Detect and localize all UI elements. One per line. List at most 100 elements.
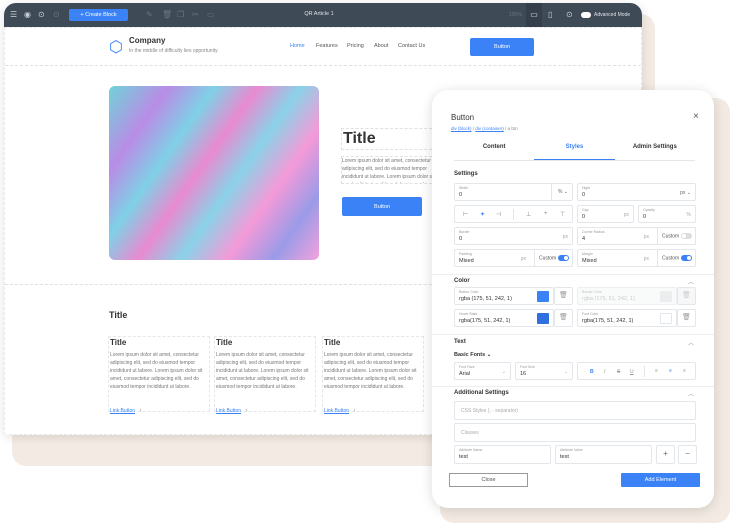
border-color-field[interactable]: Border Color rgba (175, 51, 242, 1) xyxy=(577,287,677,305)
desktop-view-icon[interactable]: ▭ xyxy=(526,3,542,27)
corner-radius-field[interactable]: Corner Radius 4 px Custom xyxy=(577,227,696,245)
font-color-swatch[interactable] xyxy=(660,313,672,324)
font-size-select[interactable]: Font Size 16 ⌄ xyxy=(515,362,573,380)
strikethrough-icon[interactable]: S xyxy=(617,369,621,375)
align-center-icon[interactable]: ✦ xyxy=(480,212,486,218)
redo-icon[interactable]: ⊙ xyxy=(53,10,60,19)
card: Title Lorem ipsum dolor sit amet, consec… xyxy=(322,336,424,414)
paste-icon[interactable]: ▭ xyxy=(207,10,215,19)
trash-icon[interactable]: 🗑 xyxy=(554,287,573,305)
border-value: 0 xyxy=(459,236,463,242)
padding-unit: px xyxy=(520,256,526,262)
close-icon[interactable]: × xyxy=(693,111,699,122)
trash-icon[interactable]: 🗑 xyxy=(554,309,573,327)
width-field[interactable]: Width 0 % ⌄ xyxy=(454,183,573,201)
card-link[interactable]: Link Button xyxy=(324,408,350,414)
font-color-field[interactable]: Font Color rgba(175, 51, 242, 1) xyxy=(577,309,677,327)
margin-field[interactable]: Margin Mixed px Custom xyxy=(577,249,696,267)
nav-features[interactable]: Features xyxy=(316,43,338,49)
edit-icon[interactable]: ✎ xyxy=(146,10,153,19)
radius-value: 4 xyxy=(582,236,586,242)
panel-title: Button xyxy=(451,113,475,122)
width-unit-select[interactable]: % ⌄ xyxy=(550,184,568,200)
add-attribute-button[interactable]: + xyxy=(656,445,675,464)
align-right-icon[interactable]: ⊣ xyxy=(496,212,502,218)
nav-home[interactable]: Home xyxy=(290,43,305,49)
trash-icon[interactable]: 🗑 xyxy=(162,10,173,19)
remove-attribute-button[interactable]: − xyxy=(678,445,697,464)
mobile-view-icon[interactable]: ▯ xyxy=(548,10,553,19)
text-align-left-icon[interactable]: ≡ xyxy=(655,368,658,374)
breadcrumb-block[interactable]: div (block) xyxy=(451,126,472,131)
tab-styles[interactable]: Styles xyxy=(534,144,615,160)
basic-fonts-dropdown[interactable]: Basic Fonts ⌄ xyxy=(454,352,492,358)
toolbar: ☰ ◉ ⊙ ⊙ + Create Block ✎ 🗑 ❐ ✂ ▭ QR Arti… xyxy=(4,3,642,27)
divider xyxy=(5,65,641,66)
copy-icon[interactable]: ❐ xyxy=(177,10,185,19)
font-face-select[interactable]: Font Face Arial ⌄ xyxy=(454,362,511,380)
chevron-up-icon[interactable]: ︿ xyxy=(687,341,694,347)
align-top-icon[interactable]: ⊤ xyxy=(560,212,566,218)
nav-contact[interactable]: Contact Us xyxy=(398,43,426,49)
hero-title: Title xyxy=(343,130,376,147)
menu-icon[interactable]: ☰ xyxy=(10,10,18,19)
padding-field[interactable]: Padding Mixed px Custom xyxy=(454,249,573,267)
hover-swatch[interactable] xyxy=(537,313,549,324)
border-color-swatch[interactable] xyxy=(660,291,672,302)
card-link[interactable]: Link Button xyxy=(216,408,242,414)
margin-custom-label: Custom xyxy=(662,255,680,262)
header-button[interactable]: Button xyxy=(470,38,534,56)
underline-icon[interactable]: U xyxy=(630,369,634,375)
chevron-right-icon: › xyxy=(245,408,248,414)
height-unit-select[interactable]: px ⌄ xyxy=(680,190,691,196)
attribute-name-label: Attribute Name xyxy=(459,448,483,452)
italic-icon[interactable]: I xyxy=(604,369,606,375)
align-middle-icon[interactable]: + xyxy=(544,211,548,217)
trash-icon[interactable]: 🗑 xyxy=(677,309,696,327)
undo-icon[interactable]: ⊙ xyxy=(38,10,45,19)
gap-field[interactable]: Gap 0 px xyxy=(577,205,634,223)
bold-icon[interactable]: B xyxy=(590,369,594,375)
button-color-swatch[interactable] xyxy=(537,291,549,302)
padding-custom-toggle[interactable] xyxy=(557,255,569,261)
card-link[interactable]: Link Button xyxy=(110,408,136,414)
chevron-up-icon[interactable]: ︿ xyxy=(687,280,694,286)
opacity-field[interactable]: Opacity 0% xyxy=(638,205,696,223)
create-block-button[interactable]: + Create Block xyxy=(69,9,128,21)
nav-about[interactable]: About xyxy=(374,43,389,49)
tab-bar: Content Styles Admin Settings xyxy=(454,144,695,161)
section-title: Title xyxy=(109,310,128,320)
trash-icon[interactable]: 🗑 xyxy=(677,287,696,305)
eye-icon[interactable]: ◉ xyxy=(24,10,31,19)
close-button[interactable]: Close xyxy=(449,473,528,487)
hover-state-field[interactable]: Hover State rgba(175, 51, 242, 1) xyxy=(454,309,554,327)
classes-input[interactable]: Classes xyxy=(454,423,696,442)
preview-icon[interactable]: ⊙ xyxy=(566,10,573,19)
button-color-field[interactable]: Button Color rgba (175, 51, 242, 1) xyxy=(454,287,554,305)
breadcrumb: div (block) / div (container) / a btn xyxy=(451,126,518,131)
margin-custom-toggle[interactable] xyxy=(680,255,692,261)
css-styles-input[interactable]: CSS Styles (; - separator) xyxy=(454,401,696,420)
text-align-center-icon[interactable]: ≡ xyxy=(669,368,672,374)
attribute-name-input[interactable]: Attribute Name test xyxy=(454,445,551,464)
align-bottom-icon[interactable]: ⊥ xyxy=(526,212,532,218)
company-name: Company xyxy=(129,36,166,45)
hero-button[interactable]: Button xyxy=(342,197,422,216)
text-align-right-icon[interactable]: ≡ xyxy=(683,368,686,374)
align-left-icon[interactable]: ⊢ xyxy=(463,212,469,218)
tab-admin-settings[interactable]: Admin Settings xyxy=(632,144,677,150)
chevron-up-icon[interactable]: ︿ xyxy=(687,392,694,398)
nav-pricing[interactable]: Pricing xyxy=(347,43,364,49)
cut-icon[interactable]: ✂ xyxy=(192,10,199,19)
attribute-value-input[interactable]: Attribute Value test xyxy=(555,445,652,464)
tab-content[interactable]: Content xyxy=(482,144,506,150)
card-title: Title xyxy=(216,338,233,347)
height-field[interactable]: Hight 0 px ⌄ xyxy=(577,183,696,201)
add-element-button[interactable]: Add Element xyxy=(621,473,700,487)
zoom-level[interactable]: 100% xyxy=(509,12,522,18)
radius-custom-toggle[interactable] xyxy=(680,233,692,239)
advanced-mode-toggle[interactable] xyxy=(581,12,591,18)
border-field[interactable]: Border 0 px xyxy=(454,227,573,245)
attribute-value-value: test xyxy=(560,454,569,460)
breadcrumb-container[interactable]: div (container) xyxy=(475,126,504,131)
